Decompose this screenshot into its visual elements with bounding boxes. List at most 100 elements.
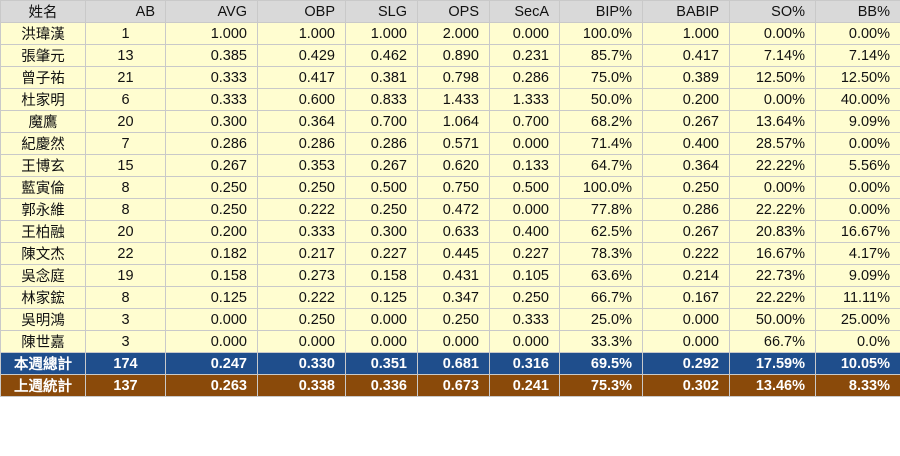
cell-bb: 40.00% xyxy=(815,88,900,111)
cell-ops: 0.750 xyxy=(417,176,490,199)
cell-slg: 0.286 xyxy=(345,132,418,155)
batting-stats-table: 姓名 AB AVG OBP SLG OPS SecA BIP% BABIP SO… xyxy=(0,0,900,397)
cell-ops: 0.445 xyxy=(417,242,490,265)
cell-name: 陳文杰 xyxy=(0,242,86,265)
this-week-total-row: 本週總計 174 0.247 0.330 0.351 0.681 0.316 69.5% 0.2… xyxy=(0,352,900,375)
cell-ab: 8 xyxy=(85,198,166,221)
cell-avg: 0.300 xyxy=(165,110,258,133)
cell-name: 杜家明 xyxy=(0,88,86,111)
cell-so: 66.7% xyxy=(729,330,816,353)
cell-slg: 0.700 xyxy=(345,110,418,133)
cell-avg: 0.250 xyxy=(165,198,258,221)
cell-ops: 0.633 xyxy=(417,220,490,243)
cell-seca: 0.000 xyxy=(489,22,560,45)
cell-ab: 8 xyxy=(85,176,166,199)
cell-babip: 0.250 xyxy=(642,176,730,199)
cell-babip: 0.267 xyxy=(642,220,730,243)
cell-ab: 1 xyxy=(85,22,166,45)
cell-ops: 0.472 xyxy=(417,198,490,221)
header-row: 姓名 AB AVG OBP SLG OPS SecA BIP% BABIP SO… xyxy=(0,0,900,23)
cell-bip: 64.7% xyxy=(559,154,643,177)
player-row: 王博玄 15 0.267 0.353 0.267 0.620 0.133 64.7% 0.364… xyxy=(0,154,900,177)
cell-bip: 25.0% xyxy=(559,308,643,331)
cell-ops: 0.250 xyxy=(417,308,490,331)
cell-babip: 0.364 xyxy=(642,154,730,177)
cell-ops: 0.431 xyxy=(417,264,490,287)
player-row: 陳文杰 22 0.182 0.217 0.227 0.445 0.227 78.3% 0.222… xyxy=(0,242,900,265)
cell-avg: 0.200 xyxy=(165,220,258,243)
cell-so: 50.00% xyxy=(729,308,816,331)
cell-obp: 0.286 xyxy=(257,132,346,155)
cell-ab: 174 xyxy=(85,352,166,375)
cell-ab: 20 xyxy=(85,110,166,133)
cell-seca: 0.400 xyxy=(489,220,560,243)
cell-seca: 0.231 xyxy=(489,44,560,67)
cell-bip: 78.3% xyxy=(559,242,643,265)
cell-name: 洪瑋漢 xyxy=(0,22,86,45)
cell-seca: 0.227 xyxy=(489,242,560,265)
cell-ops: 0.000 xyxy=(417,330,490,353)
header-so: SO% xyxy=(729,0,816,23)
cell-babip: 0.286 xyxy=(642,198,730,221)
cell-obp: 0.429 xyxy=(257,44,346,67)
cell-avg: 0.333 xyxy=(165,66,258,89)
cell-so: 0.00% xyxy=(729,22,816,45)
cell-avg: 0.267 xyxy=(165,154,258,177)
cell-ab: 15 xyxy=(85,154,166,177)
cell-babip: 0.000 xyxy=(642,308,730,331)
cell-ab: 3 xyxy=(85,330,166,353)
cell-seca: 0.105 xyxy=(489,264,560,287)
cell-ops: 0.681 xyxy=(417,352,490,375)
header-ops: OPS xyxy=(417,0,490,23)
player-row: 郭永維 8 0.250 0.222 0.250 0.472 0.000 77.8% 0.286 2… xyxy=(0,198,900,221)
cell-babip: 0.400 xyxy=(642,132,730,155)
cell-babip: 0.000 xyxy=(642,330,730,353)
cell-avg: 0.263 xyxy=(165,374,258,397)
cell-ab: 137 xyxy=(85,374,166,397)
cell-bb: 9.09% xyxy=(815,264,900,287)
cell-so: 13.46% xyxy=(729,374,816,397)
cell-slg: 0.158 xyxy=(345,264,418,287)
cell-seca: 0.000 xyxy=(489,198,560,221)
cell-avg: 0.250 xyxy=(165,176,258,199)
cell-avg: 0.247 xyxy=(165,352,258,375)
cell-avg: 0.000 xyxy=(165,330,258,353)
cell-obp: 0.250 xyxy=(257,176,346,199)
cell-avg: 0.286 xyxy=(165,132,258,155)
cell-babip: 0.222 xyxy=(642,242,730,265)
header-bb: BB% xyxy=(815,0,900,23)
cell-slg: 0.267 xyxy=(345,154,418,177)
cell-bip: 69.5% xyxy=(559,352,643,375)
cell-ab: 21 xyxy=(85,66,166,89)
player-row: 吳明鴻 3 0.000 0.250 0.000 0.250 0.333 25.0% 0.000 5… xyxy=(0,308,900,331)
cell-seca: 0.316 xyxy=(489,352,560,375)
header-bip: BIP% xyxy=(559,0,643,23)
cell-slg: 0.125 xyxy=(345,286,418,309)
cell-bb: 16.67% xyxy=(815,220,900,243)
header-avg: AVG xyxy=(165,0,258,23)
cell-bb: 5.56% xyxy=(815,154,900,177)
cell-bb: 7.14% xyxy=(815,44,900,67)
cell-seca: 1.333 xyxy=(489,88,560,111)
cell-ops: 0.890 xyxy=(417,44,490,67)
cell-bip: 77.8% xyxy=(559,198,643,221)
cell-so: 22.22% xyxy=(729,154,816,177)
cell-babip: 0.214 xyxy=(642,264,730,287)
cell-name: 吳念庭 xyxy=(0,264,86,287)
cell-bip: 33.3% xyxy=(559,330,643,353)
cell-babip: 1.000 xyxy=(642,22,730,45)
cell-ops: 0.798 xyxy=(417,66,490,89)
cell-obp: 0.222 xyxy=(257,286,346,309)
cell-obp: 0.330 xyxy=(257,352,346,375)
cell-slg: 0.000 xyxy=(345,308,418,331)
cell-obp: 1.000 xyxy=(257,22,346,45)
cell-name: 藍寅倫 xyxy=(0,176,86,199)
cell-bb: 12.50% xyxy=(815,66,900,89)
player-row: 陳世嘉 3 0.000 0.000 0.000 0.000 0.000 33.3% 0.000 6… xyxy=(0,330,900,353)
cell-slg: 0.250 xyxy=(345,198,418,221)
cell-seca: 0.286 xyxy=(489,66,560,89)
cell-ops: 1.064 xyxy=(417,110,490,133)
header-babip: BABIP xyxy=(642,0,730,23)
cell-bb: 10.05% xyxy=(815,352,900,375)
cell-so: 0.00% xyxy=(729,88,816,111)
